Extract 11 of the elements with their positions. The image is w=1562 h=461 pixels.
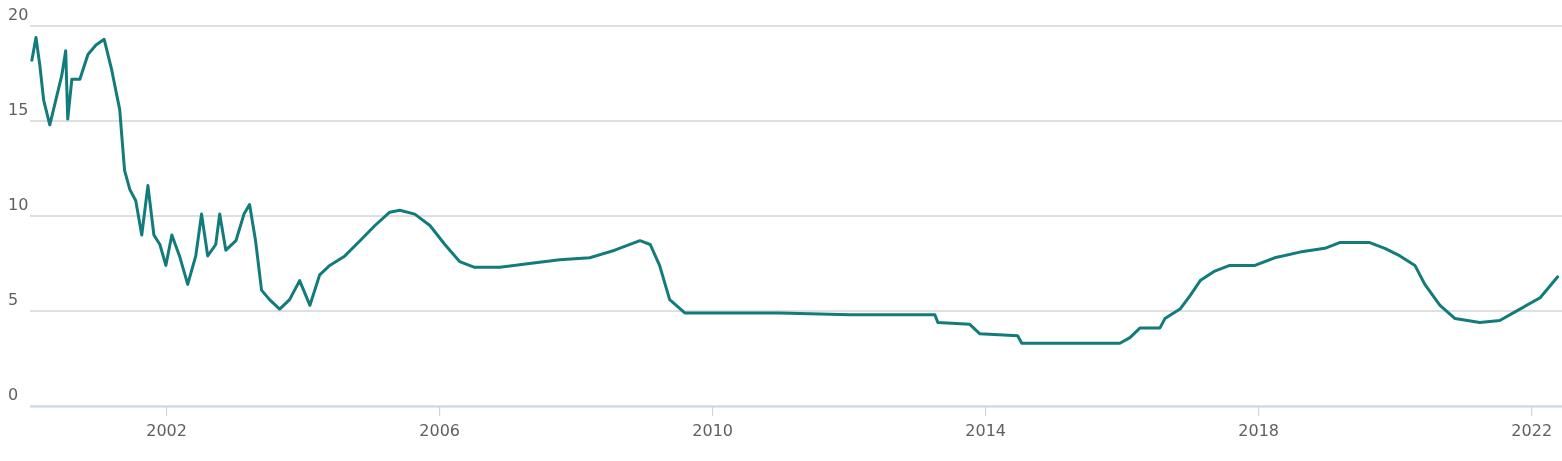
- x-tick-label: 2010: [692, 421, 734, 440]
- x-tick-label: 2018: [1238, 421, 1280, 440]
- x-tick-label: 2006: [419, 421, 460, 440]
- x-tick-label: 2002: [146, 421, 187, 440]
- y-tick-label: 20: [8, 5, 29, 24]
- y-tick-label: 10: [8, 195, 29, 214]
- y-tick-label: 5: [8, 290, 19, 309]
- y-tick-label: 15: [8, 100, 29, 119]
- x-tick-label: 2014: [965, 421, 1007, 440]
- y-tick-label: 0: [8, 385, 19, 404]
- x-tick-label: 2022: [1511, 421, 1553, 440]
